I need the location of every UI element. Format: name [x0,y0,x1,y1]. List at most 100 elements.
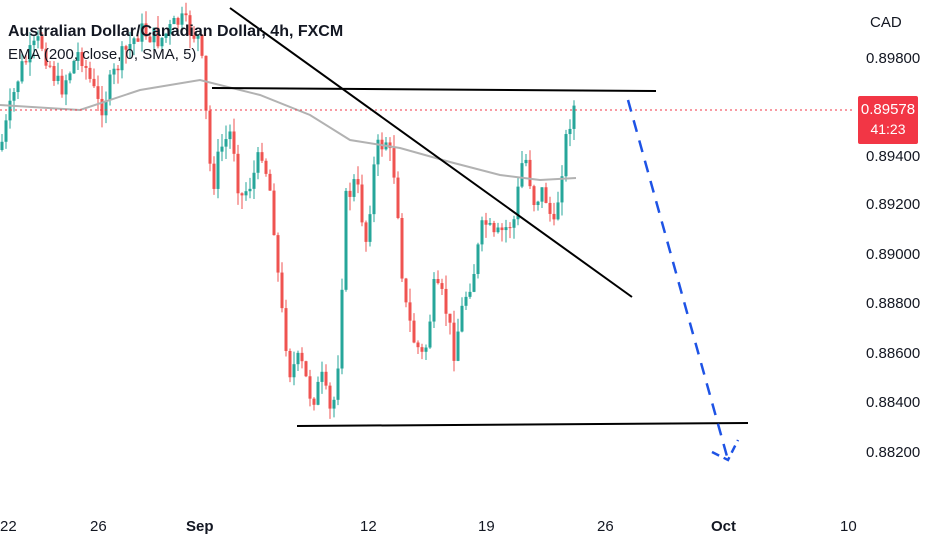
candle-body [404,278,408,303]
candle-body [392,148,396,178]
candle-body [96,86,100,99]
candle-body [308,376,312,399]
candle-body [512,219,516,228]
candle-body [140,23,144,42]
candle-body [336,368,340,400]
candle-body [364,222,368,242]
candle-body [224,139,228,147]
candle-body [56,75,60,82]
candle-body [544,187,548,203]
candle-body [64,80,68,95]
candle-body [316,381,320,405]
time-tick: 22 [0,518,17,535]
candle-body [252,172,256,189]
ema-indicator-label[interactable]: EMA (200, close, 0, SMA, 5) [8,46,197,63]
candle-body [476,244,480,274]
candle-body [124,46,128,50]
candle-body [428,321,432,348]
candle-body [188,15,192,36]
candle-body [276,235,280,273]
candle-body [172,18,176,25]
candle-body [464,296,468,306]
candle-body [120,46,124,71]
candle-body [552,213,556,220]
candle-body [20,61,24,82]
candle-body [548,202,552,214]
ema-line [0,78,577,182]
candle-body [448,313,452,323]
candle-body [248,188,252,192]
candle-body [44,48,48,66]
candle-body [152,27,156,43]
candle-body [372,164,376,215]
candle-body [244,191,248,196]
candle-body [92,78,96,87]
candle-body [112,68,116,75]
candle-body [260,152,264,161]
candle-body [416,342,420,348]
candle-body [484,220,488,225]
candle-body [480,220,484,245]
candle-body [332,399,336,409]
candle-body [76,52,80,61]
candle-body [524,159,528,164]
candle-body [208,110,212,164]
candle-body [100,98,104,116]
trendline[interactable] [229,7,633,298]
candle-body [424,347,428,352]
time-tick: 19 [478,518,495,535]
candle-body [220,146,224,152]
candle-body [368,214,372,242]
candle-body [472,273,476,292]
candle-body [184,13,188,16]
candle-body [104,100,108,116]
candle-body [388,142,392,149]
candle-body [568,128,572,135]
price-tick: 0.88400 [866,394,921,411]
candle-body [348,190,352,197]
candle-body [28,45,32,63]
candle-body [360,184,364,223]
candle-body [412,320,416,343]
price-tick: 0.89200 [866,196,921,213]
candle-body [128,44,132,50]
candle-body [68,73,72,81]
candle-body [304,361,308,377]
candle-body [272,190,276,236]
price-tick: 0.89000 [866,246,921,263]
candle-body [72,60,76,74]
candle-body [268,173,272,191]
candle-body [500,227,504,231]
candle-body [492,222,496,233]
price-tick: 0.89800 [866,50,921,67]
projection-arrowhead [711,439,740,462]
symbol-title[interactable]: Australian Dollar/Canadian Dollar, 4h, F… [8,23,344,40]
candle-body [408,302,412,321]
support-line[interactable] [296,422,749,427]
candle-body [520,163,524,187]
candle-body [560,176,564,203]
candlestick-series [0,2,576,419]
candle-body [160,37,164,47]
candle-body [212,163,216,189]
candle-body [528,159,532,187]
time-tick: 26 [597,518,614,535]
time-tick: Sep [186,518,214,535]
last-price-value: 0.89578 [860,101,916,118]
time-tick: 10 [840,518,857,535]
candle-body [24,61,28,63]
candle-body [452,322,456,361]
candle-body [344,190,348,290]
candle-body [164,33,168,38]
resistance-line[interactable] [211,87,657,92]
candle-body [0,141,4,150]
candle-body [356,179,360,185]
projection-line[interactable] [626,99,730,461]
candle-body [144,23,148,37]
price-tick: 0.88800 [866,295,921,312]
candle-body [288,350,292,378]
candle-body [296,352,300,365]
candle-body [80,52,84,67]
candle-body [432,279,436,322]
